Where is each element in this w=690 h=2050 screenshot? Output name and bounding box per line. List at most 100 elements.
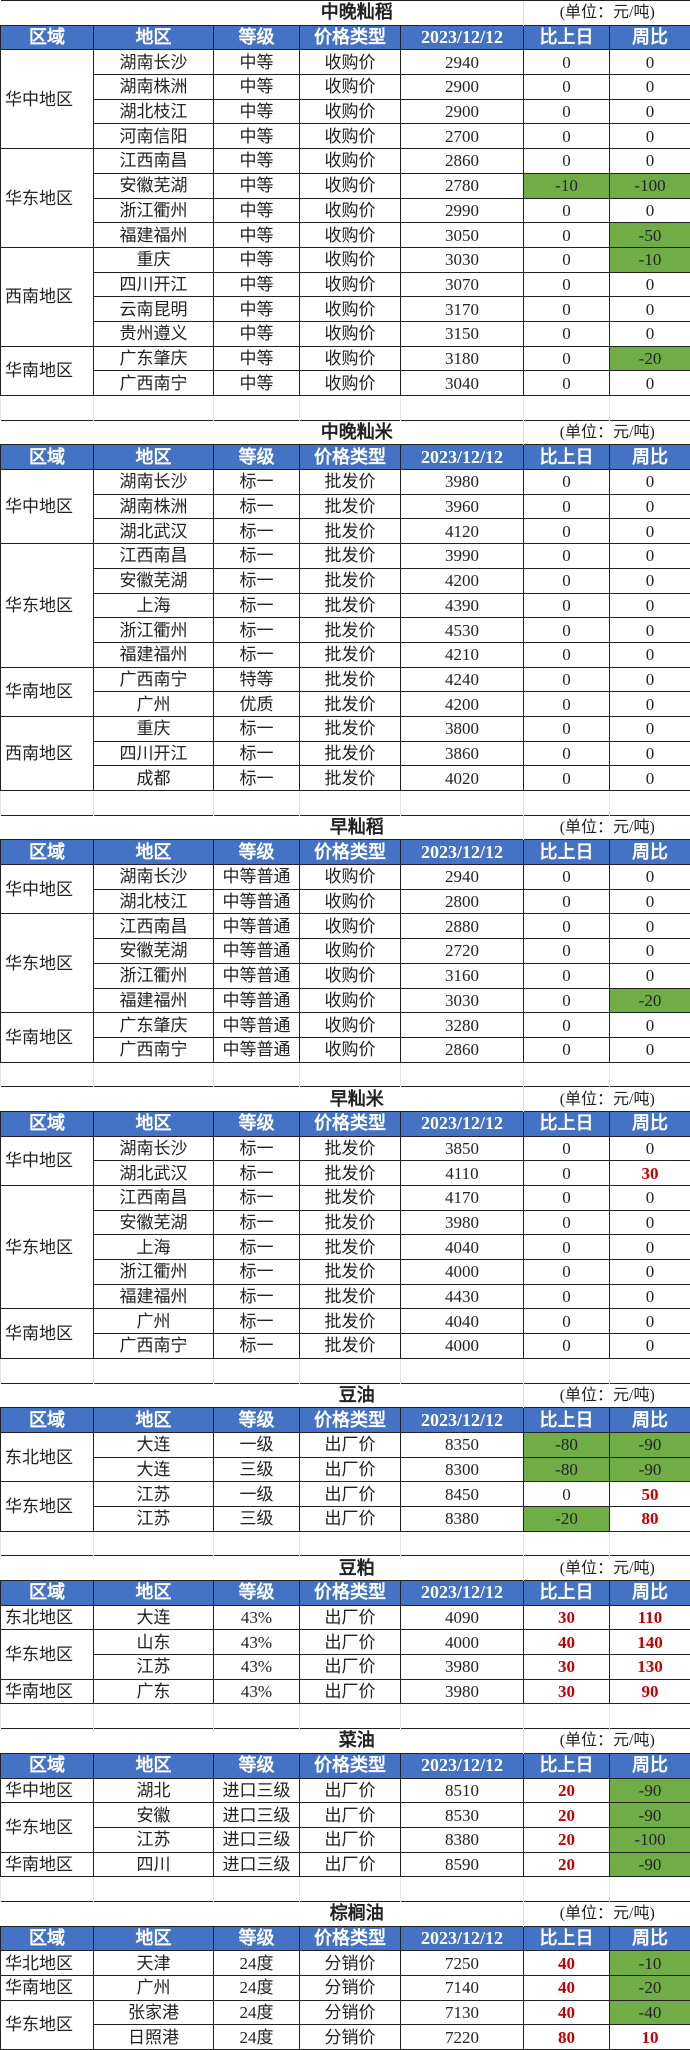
unit-label: (单位：元/吨) <box>524 1901 690 1926</box>
week-change-cell: 0 <box>610 1334 690 1359</box>
week-change-cell: 50 <box>610 1482 690 1507</box>
price-type-cell: 出厂价 <box>300 1679 401 1704</box>
empty-cell <box>300 1062 401 1087</box>
day-change-cell: 40 <box>524 1630 610 1655</box>
price-cell: 3850 <box>401 1136 524 1161</box>
price-cell: 4040 <box>401 1235 524 1260</box>
week-change-cell: 0 <box>610 272 690 297</box>
header-price-type: 价格类型 <box>300 1111 401 1136</box>
area-cell: 江苏 <box>94 1655 214 1680</box>
header-day-change: 比上日 <box>524 1581 610 1606</box>
day-change-cell: 0 <box>524 247 610 272</box>
empty-cell <box>401 1704 524 1729</box>
table-title-row: 豆油(单位：元/吨) <box>1 1383 690 1408</box>
price-type-cell: 批发价 <box>300 1260 401 1285</box>
price-type-cell: 批发价 <box>300 1210 401 1235</box>
header-week-change: 周比 <box>610 25 690 50</box>
day-change-cell: 0 <box>524 988 610 1013</box>
table-title: 棕榈油 <box>1 1901 524 1926</box>
week-change-cell: -90 <box>610 1852 690 1877</box>
unit-label: (单位：元/吨) <box>524 815 690 840</box>
spacer-row <box>1 1704 690 1729</box>
grade-cell: 标一 <box>214 1161 300 1186</box>
price-cell: 4530 <box>401 618 524 643</box>
day-change-cell: 40 <box>524 2000 610 2025</box>
header-region: 区域 <box>1 25 94 50</box>
price-type-cell: 出厂价 <box>300 1827 401 1852</box>
header-region: 区域 <box>1 1408 94 1433</box>
grade-cell: 中等 <box>214 149 300 174</box>
area-cell: 成都 <box>94 766 214 791</box>
area-cell: 大连 <box>94 1457 214 1482</box>
day-change-cell: 0 <box>524 1161 610 1186</box>
price-cell: 2720 <box>401 939 524 964</box>
price-type-cell: 收购价 <box>300 914 401 939</box>
area-cell: 广西南宁 <box>94 371 214 396</box>
header-grade: 等级 <box>214 1581 300 1606</box>
day-change-cell: -10 <box>524 173 610 198</box>
grade-cell: 中等普通 <box>214 1037 300 1062</box>
table-title-row: 中晚籼稻(单位：元/吨) <box>1 1 690 26</box>
region-cell: 华中地区 <box>1 50 94 149</box>
table-title-row: 豆粕(单位：元/吨) <box>1 1556 690 1581</box>
grade-cell: 43% <box>214 1679 300 1704</box>
price-cell: 4000 <box>401 1630 524 1655</box>
region-cell: 西南地区 <box>1 247 94 346</box>
week-change-cell: -20 <box>610 346 690 371</box>
price-cell: 2780 <box>401 173 524 198</box>
region-cell: 华东地区 <box>1 544 94 667</box>
price-cell: 7250 <box>401 1951 524 1976</box>
grade-cell: 43% <box>214 1655 300 1680</box>
header-week-change: 周比 <box>610 1581 690 1606</box>
week-change-cell: 0 <box>610 321 690 346</box>
header-price: 2023/12/12 <box>401 1926 524 1951</box>
spacer-row <box>1 791 690 816</box>
price-cell: 8380 <box>401 1506 524 1531</box>
week-change-cell: 0 <box>610 963 690 988</box>
grade-cell: 标一 <box>214 1235 300 1260</box>
header-region: 区域 <box>1 840 94 865</box>
price-cell: 4240 <box>401 667 524 692</box>
grade-cell: 标一 <box>214 519 300 544</box>
price-type-cell: 批发价 <box>300 667 401 692</box>
header-price-type: 价格类型 <box>300 1581 401 1606</box>
price-cell: 3980 <box>401 470 524 495</box>
price-cell: 2800 <box>401 889 524 914</box>
grade-cell: 标一 <box>214 1309 300 1334</box>
price-cell: 7220 <box>401 2025 524 2050</box>
price-type-cell: 收购价 <box>300 50 401 75</box>
empty-cell <box>524 1877 610 1902</box>
day-change-cell: 0 <box>524 1309 610 1334</box>
empty-cell <box>214 396 300 421</box>
region-cell: 华东地区 <box>1 914 94 1013</box>
grade-cell: 中等 <box>214 247 300 272</box>
day-change-cell: 0 <box>524 667 610 692</box>
grade-cell: 标一 <box>214 568 300 593</box>
price-type-cell: 批发价 <box>300 716 401 741</box>
area-cell: 浙江衢州 <box>94 198 214 223</box>
price-type-cell: 批发价 <box>300 1309 401 1334</box>
price-type-cell: 批发价 <box>300 494 401 519</box>
region-cell: 华中地区 <box>1 1778 94 1803</box>
table-title-row: 菜油(单位：元/吨) <box>1 1729 690 1754</box>
grade-cell: 24度 <box>214 2025 300 2050</box>
price-type-cell: 出厂价 <box>300 1852 401 1877</box>
price-type-cell: 出厂价 <box>300 1432 401 1457</box>
grade-cell: 中等 <box>214 321 300 346</box>
day-change-cell: 0 <box>524 99 610 124</box>
price-cell: 3170 <box>401 297 524 322</box>
